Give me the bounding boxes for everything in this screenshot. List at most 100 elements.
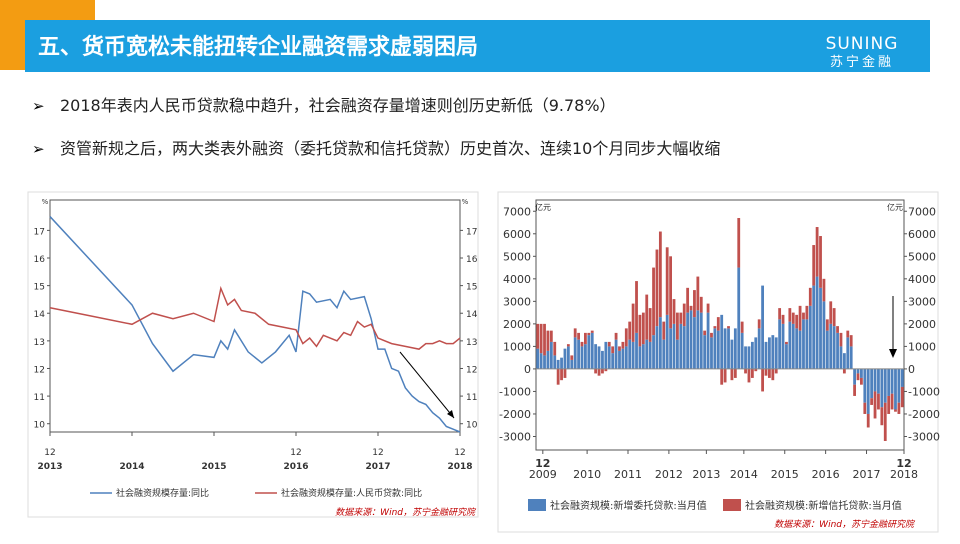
y-tick-label: 2000 (503, 318, 531, 331)
bar-segment (795, 328, 799, 369)
bar-segment (733, 328, 737, 369)
bar-segment (580, 341, 584, 347)
bar-segment (618, 350, 621, 369)
line-series (49, 216, 461, 433)
y2-tick-label: -1000 (908, 385, 940, 398)
bar-segment (842, 353, 846, 369)
bar-segment (587, 335, 591, 369)
bar-segment (877, 393, 880, 410)
legend-label: 社会融资规模:新增信托贷款:当月值 (745, 499, 902, 512)
bar-segment (802, 312, 805, 320)
bar-segment (706, 312, 710, 369)
bar-segment (866, 368, 870, 414)
bar-segment (805, 319, 809, 369)
bar-segment (563, 368, 567, 378)
bar-segment (883, 368, 887, 403)
bar-segment (825, 330, 829, 369)
bar-segment (764, 368, 768, 376)
bar-segment (563, 348, 567, 369)
x-tick-label: 2009 (529, 468, 557, 481)
bar-segment (669, 328, 672, 369)
bar-segment (836, 332, 839, 369)
bar-segment (597, 368, 601, 376)
y2-tick-label: 1000 (908, 340, 936, 353)
x-tick-label: 2016 (812, 468, 840, 481)
bar-segment (556, 368, 560, 385)
source-note: 数据来源：Wind，苏宁金融研究院 (335, 507, 477, 518)
bar-segment (553, 341, 557, 356)
x-tick-label: 2011 (614, 468, 642, 481)
month-tick-label: 12 (535, 457, 550, 470)
bar-segment (768, 337, 771, 369)
bar-segment (658, 231, 662, 318)
y-tick-label: 4000 (503, 273, 531, 286)
bar-segment (860, 377, 863, 385)
bar-segment (744, 346, 747, 369)
x-tick-label: 2018 (447, 462, 472, 472)
bar-segment (566, 346, 570, 369)
bar-segment (774, 337, 778, 369)
plot-frame (535, 199, 905, 451)
bar-segment (539, 353, 543, 369)
bar-segment (894, 409, 897, 412)
bar-segment (662, 339, 666, 369)
bar-segment (866, 413, 870, 428)
bar-segment (546, 350, 550, 369)
bar-segment (716, 330, 720, 369)
y2-tick-label: 7000 (908, 205, 936, 218)
bar-segment (883, 402, 887, 441)
bar-segment (648, 308, 652, 342)
bar-segment (795, 314, 799, 329)
x-tick-label: 2013 (37, 462, 62, 472)
bar-segment (543, 355, 546, 369)
bar-segment (771, 335, 775, 369)
bar-segment (594, 368, 598, 374)
bar-segment (577, 332, 580, 340)
bar-segment (587, 332, 591, 336)
month-tick-label: 12 (372, 448, 383, 458)
bar-segment (723, 368, 727, 383)
x-tick-label: 2017 (853, 468, 881, 481)
bar-segment (737, 218, 741, 268)
x-tick-label: 2015 (771, 468, 799, 481)
bar-segment (788, 321, 792, 369)
bullet-icon: ➢ (32, 97, 45, 115)
bar-segment (645, 339, 649, 369)
bar-segment (754, 368, 758, 372)
bar-segment (757, 328, 761, 369)
bar-segment (785, 344, 788, 369)
bar-segment (873, 368, 877, 392)
bar-segment (819, 287, 822, 369)
y2-tick-label: 6000 (908, 228, 936, 241)
y2-tick-label: 14 (466, 310, 478, 320)
bar-segment (839, 346, 843, 369)
x-tick-label: 2014 (119, 462, 144, 472)
bar-segment (693, 317, 696, 369)
bar-segment (713, 328, 717, 369)
bar-segment (601, 350, 604, 369)
month-tick-label: 12 (454, 448, 465, 458)
bar-segment (611, 353, 615, 369)
bullet: 资管新规之后，两大类表外融资（委托贷款和信托贷款）历史首次、连续10个月同步大幅… (60, 139, 720, 158)
bar-segment (682, 326, 686, 369)
bar-segment (880, 407, 884, 426)
header-bar (25, 20, 930, 72)
bar-segment (676, 339, 679, 369)
bar-segment (791, 323, 795, 369)
bar-segment (897, 402, 901, 414)
bar-segment (839, 332, 843, 347)
bar-segment (829, 301, 833, 324)
bar-segment (750, 341, 754, 369)
bar-segment (863, 402, 867, 414)
bar-segment (900, 368, 904, 387)
bar-segment (798, 330, 802, 369)
bar-segment (730, 368, 734, 381)
bar-segment (590, 332, 594, 369)
bar-segment (825, 319, 829, 331)
bar-segment (604, 341, 608, 369)
bar-segment (750, 368, 754, 378)
bar-segment (727, 326, 730, 329)
bar-segment (536, 348, 540, 369)
